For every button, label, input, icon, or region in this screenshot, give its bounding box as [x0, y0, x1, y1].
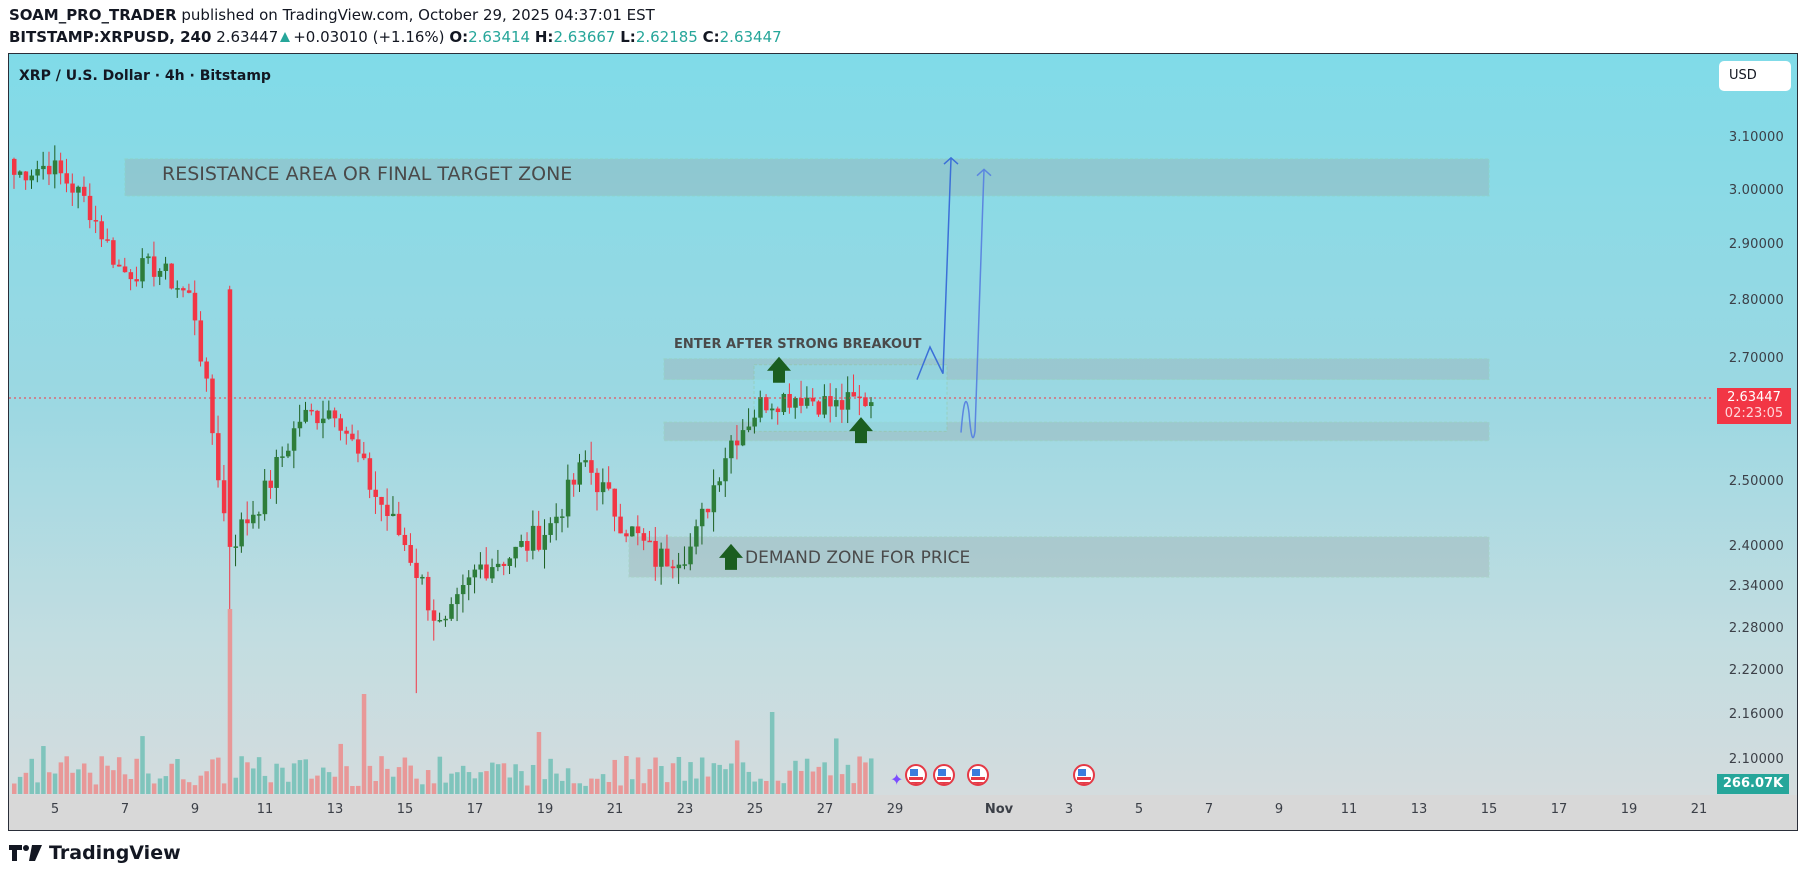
price-tick: 2.70000 [1728, 350, 1784, 366]
time-tick: 5 [50, 802, 60, 817]
price-tick: 2.34000 [1728, 579, 1784, 595]
time-tick: 7 [120, 802, 130, 817]
zone-box [628, 536, 1490, 578]
last-price-value: 2.63447 [1727, 390, 1781, 405]
low-value: 2.62185 [635, 28, 698, 46]
time-tick: 13 [326, 802, 344, 817]
low-label: L: [620, 28, 636, 46]
zone-box [124, 158, 1490, 197]
time-tick: 11 [256, 802, 274, 817]
price-tick: 2.90000 [1728, 236, 1784, 252]
zone-box [663, 358, 1490, 381]
time-tick: 9 [1274, 802, 1284, 817]
us-flag-event-icon[interactable] [1073, 764, 1095, 786]
time-tick: 21 [606, 802, 624, 817]
time-tick: 27 [816, 802, 834, 817]
price-change: +0.03010 (+1.16%) [293, 28, 445, 46]
price-tick: 2.16000 [1728, 707, 1784, 723]
time-tick: 19 [1620, 802, 1638, 817]
open-label: O: [449, 28, 469, 46]
close-label: C: [702, 28, 720, 46]
time-tick: 15 [396, 802, 414, 817]
time-tick: 25 [746, 802, 764, 817]
time-tick: 29 [886, 802, 904, 817]
price-tick: 2.80000 [1728, 292, 1784, 308]
open-value: 2.63414 [468, 28, 531, 46]
zone-box [663, 421, 1490, 442]
price-tick: 3.00000 [1728, 182, 1784, 198]
time-tick: 3 [1064, 802, 1074, 817]
price-tick: 2.40000 [1728, 538, 1784, 554]
time-tick: 11 [1340, 802, 1358, 817]
price-tick: 2.10000 [1728, 752, 1784, 768]
tradingview-logo-icon [9, 845, 42, 861]
time-tick: 5 [1134, 802, 1144, 817]
publish-info: published on TradingView.com, October 29… [176, 6, 655, 24]
last-price: 2.63447 [216, 28, 279, 46]
time-tick: 9 [190, 802, 200, 817]
last-price-badge: 2.63447 02:23:05 [1717, 388, 1791, 424]
volume-badge: 266.07K [1717, 774, 1789, 794]
us-flag-event-icon[interactable] [933, 764, 955, 786]
publish-header: SOAM_PRO_TRADER published on TradingView… [9, 6, 655, 24]
time-tick: 17 [466, 802, 484, 817]
time-tick: 13 [1410, 802, 1428, 817]
chart-pane[interactable]: XRP / U.S. Dollar · 4h · Bitstamp USD RE… [8, 53, 1798, 831]
chart-legend: XRP / U.S. Dollar · 4h · Bitstamp [19, 68, 271, 84]
price-tick: 2.22000 [1728, 663, 1784, 679]
time-tick: 19 [536, 802, 554, 817]
close-value: 2.63447 [719, 28, 782, 46]
breakout-label: ENTER AFTER STRONG BREAKOUT [674, 337, 922, 352]
high-value: 2.63667 [553, 28, 616, 46]
time-tick: 17 [1550, 802, 1568, 817]
price-tick: 2.50000 [1728, 473, 1784, 489]
sparkle-event-icon[interactable]: ✦ [890, 770, 904, 789]
price-tick: 2.28000 [1728, 620, 1784, 636]
demand-label: DEMAND ZONE FOR PRICE [745, 548, 971, 568]
price-tick: 3.10000 [1728, 130, 1784, 146]
resistance-label: RESISTANCE AREA OR FINAL TARGET ZONE [162, 163, 573, 185]
time-axis[interactable]: 5 7 9 11 13 15 17 19 21 23 25 27 29 Nov 3 5 7 9 11 13 15 17 19… [9, 795, 1797, 830]
symbol-name: BITSTAMP:XRPUSD, 240 [9, 28, 212, 46]
time-tick: 15 [1480, 802, 1498, 817]
bar-countdown: 02:23:05 [1724, 406, 1784, 421]
time-tick: Nov [984, 802, 1014, 817]
tradingview-wordmark: TradingView [49, 842, 181, 864]
time-tick: 21 [1690, 802, 1708, 817]
time-tick: 23 [676, 802, 694, 817]
currency-button[interactable]: USD [1719, 61, 1791, 91]
us-flag-event-icon[interactable] [967, 764, 989, 786]
author-name[interactable]: SOAM_PRO_TRADER [9, 6, 177, 24]
candlestick-plot[interactable] [9, 54, 1797, 830]
tradingview-logo[interactable]: TradingView [9, 842, 181, 864]
high-label: H: [534, 28, 554, 46]
symbol-header: BITSTAMP:XRPUSD, 240 2.63447 +0.03010 (+1… [9, 28, 782, 46]
time-tick: 7 [1204, 802, 1214, 817]
up-triangle-icon [280, 32, 291, 42]
us-flag-event-icon[interactable] [905, 764, 927, 786]
